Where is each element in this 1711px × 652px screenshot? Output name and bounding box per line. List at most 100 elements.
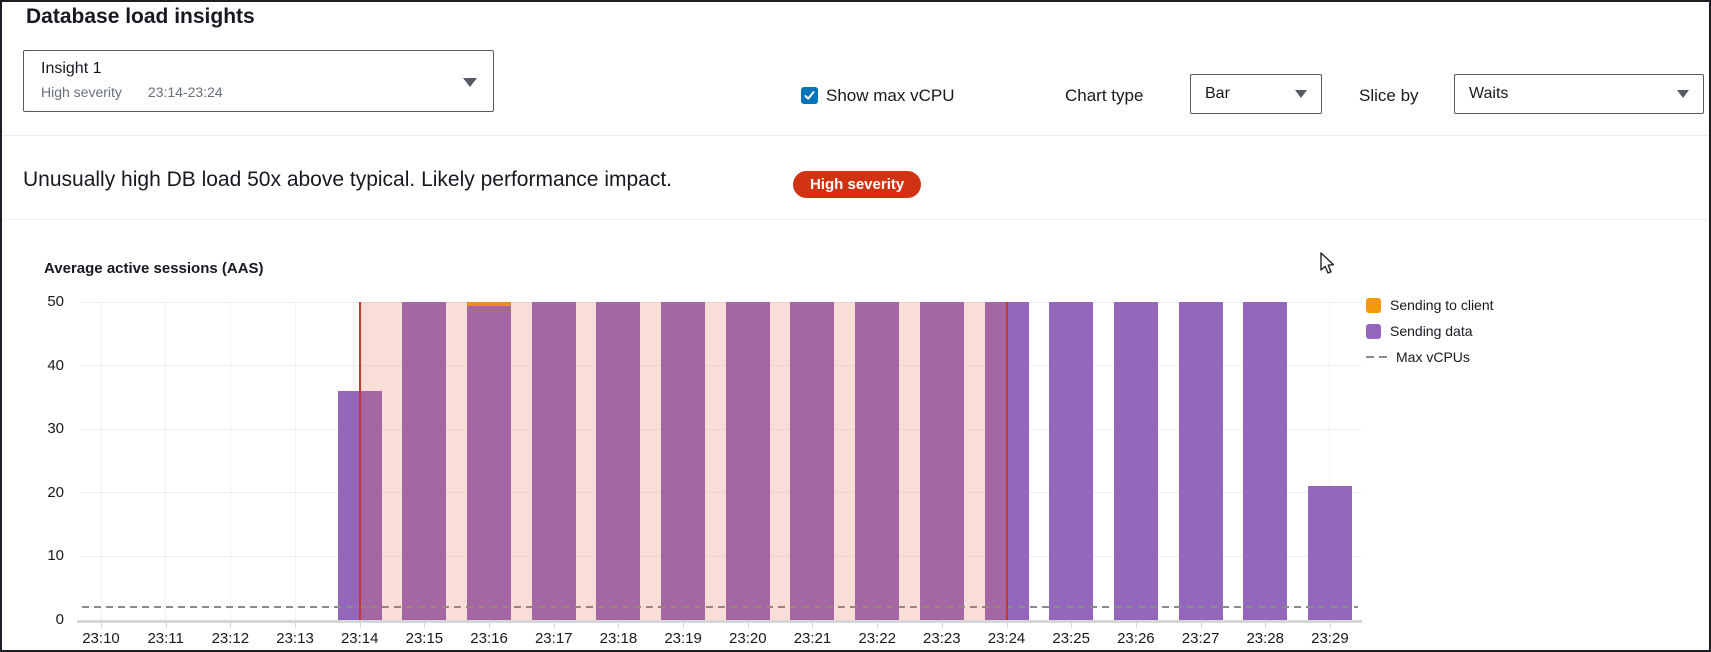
vertical-gridline <box>747 302 749 620</box>
chevron-down-icon <box>463 78 477 87</box>
chart-type-value: Bar <box>1205 85 1230 102</box>
x-axis-label: 23:15 <box>405 630 444 647</box>
legend-swatch-purple <box>1366 323 1381 339</box>
chart-bar-23:15[interactable] <box>402 302 447 620</box>
show-max-vcpu-label[interactable]: Show max vCPU <box>826 86 955 105</box>
y-axis-label: 30 <box>47 420 64 438</box>
vertical-gridline <box>1264 302 1266 620</box>
vertical-gridline <box>1200 302 1202 620</box>
x-axis-label: 23:24 <box>987 630 1026 647</box>
vertical-gridline <box>1329 302 1331 620</box>
slice-by-label: Slice by <box>1359 86 1419 105</box>
vertical-gridline <box>229 302 231 620</box>
chart-bar-23:26[interactable] <box>1113 302 1158 620</box>
y-axis-label: 40 <box>47 356 64 374</box>
x-axis-tick <box>1006 623 1008 628</box>
vertical-gridline <box>359 302 361 620</box>
vertical-gridline <box>423 302 425 620</box>
chart-bar-23:19[interactable] <box>661 302 706 620</box>
insight-name: Insight 1 <box>41 60 102 77</box>
x-axis-tick <box>359 623 361 628</box>
x-axis-label: 23:12 <box>211 630 250 647</box>
horizontal-gridline <box>80 492 1362 494</box>
x-axis-label: 23:14 <box>340 630 379 647</box>
x-axis-tick <box>165 623 167 628</box>
insight-alert-message: Unusually high DB load 50x above typical… <box>23 168 673 191</box>
chart-bar-23:14[interactable] <box>337 391 382 620</box>
vertical-gridline <box>876 302 878 620</box>
chart-bar-23:21[interactable] <box>790 302 835 620</box>
insight-selector-dropdown[interactable]: Insight 1 High severity 23:14-23:24 <box>23 50 494 112</box>
chart-type-select[interactable]: Bar <box>1190 74 1322 114</box>
x-axis-tick <box>1200 623 1202 628</box>
x-axis-label: 23:22 <box>858 630 896 647</box>
insight-start-line <box>358 302 361 620</box>
chart-bar-23:25[interactable] <box>1049 302 1094 620</box>
x-axis-tick <box>941 623 943 628</box>
x-axis-label: 23:19 <box>664 630 702 647</box>
checkmark-icon <box>804 91 815 100</box>
chart-bar-23:27[interactable] <box>1178 302 1223 620</box>
x-axis-tick <box>1265 623 1267 628</box>
x-axis-label: 23:27 <box>1181 630 1220 647</box>
x-axis-label: 23:10 <box>82 630 120 647</box>
chart-bar-23:16[interactable] <box>467 305 512 620</box>
x-axis-label: 23:23 <box>923 630 961 647</box>
page-title: Database load insights <box>26 5 255 28</box>
legend-item-sending-data: Sending data <box>1366 318 1494 344</box>
vertical-gridline <box>294 302 296 620</box>
x-axis-tick <box>101 623 102 628</box>
x-axis-line <box>77 620 1362 623</box>
chart-bar-23:17[interactable] <box>531 302 576 620</box>
divider <box>2 135 1709 136</box>
slice-by-value: Waits <box>1469 85 1509 102</box>
y-axis-label: 50 <box>47 293 64 310</box>
vertical-gridline <box>488 302 490 620</box>
x-axis-label: 23:21 <box>793 630 832 647</box>
chart-bar-23:28[interactable] <box>1243 302 1288 620</box>
horizontal-gridline <box>80 428 1362 430</box>
x-axis-label: 23:20 <box>729 630 767 647</box>
max-vcpus-line <box>82 606 1358 609</box>
vertical-gridline <box>1135 302 1137 620</box>
x-axis-tick <box>1135 623 1137 628</box>
legend-item-sending-to-client: Sending to client <box>1366 292 1494 318</box>
slice-by-select[interactable]: Waits <box>1454 74 1704 114</box>
x-axis-tick <box>1329 623 1331 628</box>
x-axis-label: 23:29 <box>1311 630 1349 647</box>
x-axis-label: 23:18 <box>599 630 638 647</box>
chart-legend: Sending to client Sending data Max vCPUs <box>1366 292 1494 370</box>
vertical-gridline <box>941 302 943 620</box>
vertical-gridline <box>1006 302 1008 620</box>
chart-bar-23:29[interactable] <box>1307 486 1352 620</box>
chart-bar-23:16[interactable] <box>467 302 512 306</box>
x-axis-label: 23:13 <box>276 630 314 647</box>
chart-bar-23:23[interactable] <box>919 302 964 620</box>
horizontal-gridline <box>80 365 1362 367</box>
horizontal-gridline <box>80 301 1362 303</box>
y-axis-label: 20 <box>47 483 64 501</box>
insight-highlight-band <box>359 302 1007 620</box>
chart-title: Average active sessions (AAS) <box>44 260 264 277</box>
chart-type-label: Chart type <box>1065 86 1144 105</box>
insight-time-range: 23:14-23:24 <box>147 84 223 100</box>
x-axis-label: 23:16 <box>470 630 508 647</box>
chevron-down-icon <box>1295 90 1307 98</box>
legend-item-max-vcpus: Max vCPUs <box>1366 344 1494 370</box>
x-axis-tick <box>1071 623 1073 628</box>
chart-bar-23:20[interactable] <box>725 302 770 620</box>
x-axis-tick <box>489 623 491 628</box>
x-axis-label: 23:25 <box>1052 630 1090 647</box>
chart-bar-23:22[interactable] <box>855 302 900 620</box>
divider <box>2 219 1709 220</box>
vertical-gridline <box>100 302 102 620</box>
chart-bar-23:24[interactable] <box>984 302 1029 620</box>
legend-dash-icon <box>1366 356 1390 358</box>
show-max-vcpu-checkbox[interactable] <box>801 87 818 104</box>
x-axis-label: 23:28 <box>1246 630 1284 647</box>
x-axis-tick <box>747 623 749 628</box>
vertical-gridline <box>553 302 555 620</box>
chart-bar-23:18[interactable] <box>596 302 641 620</box>
y-axis-label: 0 <box>55 611 64 628</box>
vertical-gridline <box>617 302 619 620</box>
